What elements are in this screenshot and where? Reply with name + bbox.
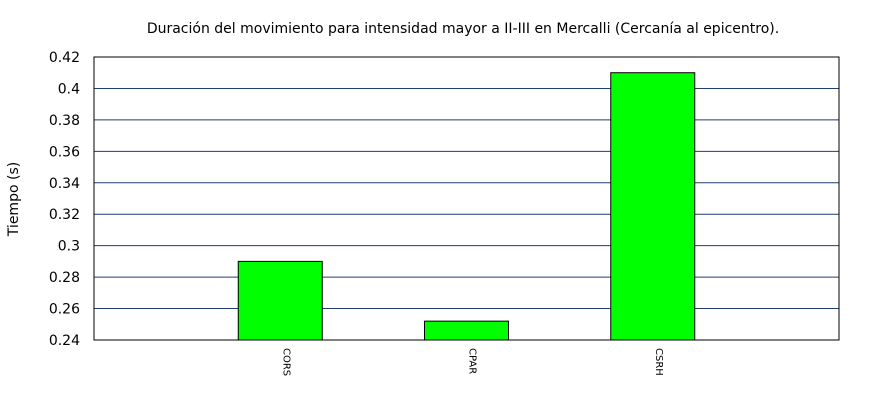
grid-lines [94,87,839,310]
bars [237,72,696,341]
category-label-cors: CORS [280,348,291,376]
category-label-csrh: CSRH [653,348,664,376]
y-tick-label: 0.36 [49,144,80,160]
y-tick-label: 0.28 [49,270,80,286]
y-tick-label: 0.38 [49,113,80,129]
y-axis-label: Tiempo (s) [6,162,22,237]
bar-csrh [610,72,696,341]
y-tick-label: 0.26 [49,302,80,318]
chart-title: Duración del movimiento para intensidad … [147,21,779,37]
y-tick-label: 0.34 [49,176,80,192]
bar-cpar [424,320,509,341]
y-tick-labels: 0.24 0.26 0.28 0.3 0.32 0.34 0.36 0.38 0.4 0.42 [49,50,80,349]
y-tick-label: 0.24 [49,333,80,349]
plot-frame [93,56,840,341]
category-label-cpar: CPAR [467,348,478,374]
y-tick-label: 0.4 [58,81,80,97]
bar-cors [237,260,323,341]
y-tick-label: 0.42 [49,50,80,66]
y-tick-label: 0.3 [58,239,80,255]
y-tick-label: 0.32 [49,207,80,223]
category-labels: CORS CPAR CSRH [280,348,664,376]
